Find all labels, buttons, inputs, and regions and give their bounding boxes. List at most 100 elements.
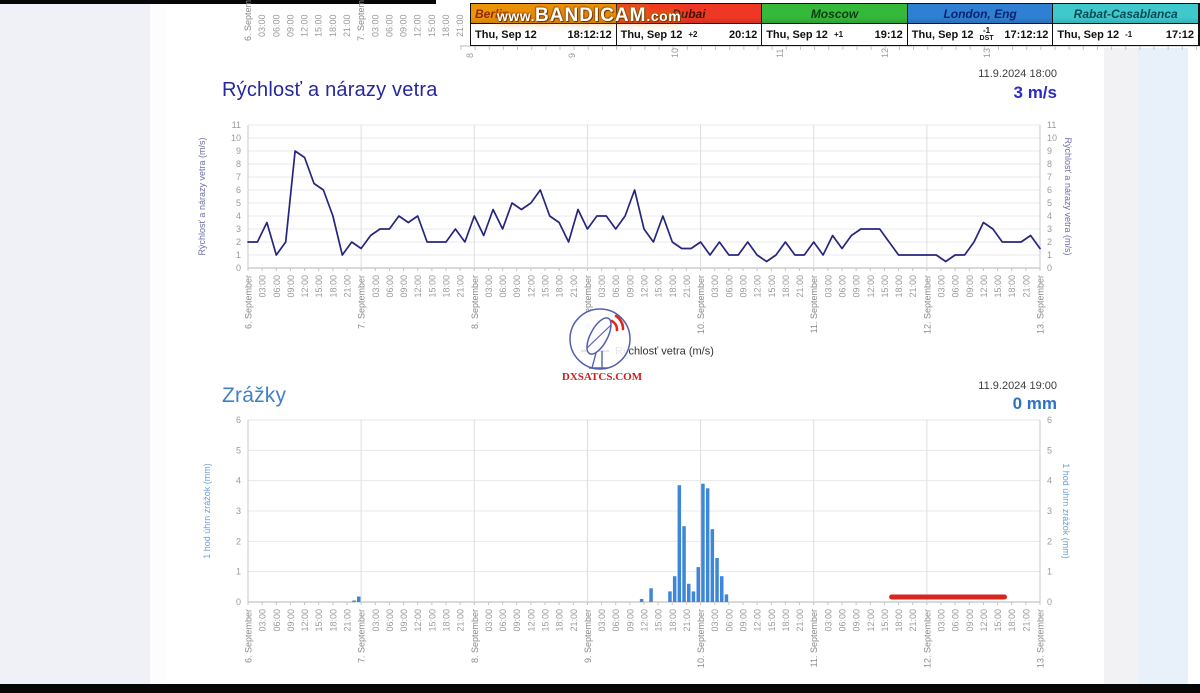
- svg-text:10: 10: [231, 133, 241, 143]
- svg-text:15:00: 15:00: [541, 275, 551, 298]
- svg-text:18:00: 18:00: [442, 275, 452, 298]
- svg-text:06:00: 06:00: [498, 275, 508, 298]
- svg-text:21:00: 21:00: [682, 275, 692, 298]
- svg-text:6. September: 6. September: [243, 0, 253, 41]
- top-black-bar: [0, 0, 436, 4]
- svg-text:06:00: 06:00: [951, 275, 961, 298]
- svg-text:12:00: 12:00: [526, 609, 536, 632]
- svg-text:21:00: 21:00: [456, 609, 466, 632]
- top-axis-strip: 6. September 03:00 06:00 09:00 12:00 15:00 18:…: [243, 0, 1200, 58]
- svg-text:15:00: 15:00: [314, 609, 324, 632]
- svg-text:0: 0: [1047, 597, 1052, 607]
- svg-text:09:00: 09:00: [285, 14, 295, 37]
- svg-text:18:00: 18:00: [894, 609, 904, 632]
- precip-chart: 0 0 1 1 2 2 3 3 4 4 5 5 6 6 6. September 03:00 06:00 09:0…: [202, 415, 1071, 668]
- city-name: Berlin: [471, 4, 616, 24]
- svg-text:03:00: 03:00: [937, 609, 947, 632]
- clock-offset: +2: [688, 29, 698, 39]
- svg-text:06:00: 06:00: [385, 275, 395, 298]
- svg-text:6: 6: [1047, 415, 1052, 425]
- svg-text:18:00: 18:00: [555, 609, 565, 632]
- svg-text:18:00: 18:00: [328, 14, 338, 37]
- svg-text:18:00: 18:00: [1007, 275, 1017, 298]
- svg-text:15:00: 15:00: [314, 275, 324, 298]
- svg-text:03:00: 03:00: [710, 275, 720, 298]
- svg-text:18:00: 18:00: [1007, 609, 1017, 632]
- svg-text:06:00: 06:00: [611, 275, 621, 298]
- clock-offset: -1: [982, 26, 991, 35]
- svg-text:2: 2: [236, 237, 241, 247]
- svg-text:18:00: 18:00: [781, 275, 791, 298]
- svg-text:15:00: 15:00: [314, 14, 324, 37]
- svg-text:11: 11: [1047, 120, 1056, 130]
- clock-date: Thu, Sep 12: [475, 28, 537, 41]
- svg-text:4: 4: [236, 476, 241, 486]
- svg-text:15:00: 15:00: [427, 609, 437, 632]
- precip-chart-timestamp: 11.9.2024 19:00: [978, 380, 1057, 392]
- dxsatcs-logo: DXSATCS.COM: [556, 306, 648, 384]
- logo-text: DXSATCS.COM: [562, 371, 643, 383]
- svg-text:8: 8: [1047, 159, 1052, 169]
- wind-chart-timestamp: 11.9.2024 18:00: [978, 68, 1057, 80]
- city-name: Dubai: [616, 4, 762, 24]
- svg-text:09:00: 09:00: [852, 275, 862, 298]
- svg-text:03:00: 03:00: [258, 275, 268, 298]
- svg-text:21:00: 21:00: [455, 14, 465, 37]
- svg-text:21:00: 21:00: [569, 275, 579, 298]
- svg-text:21:00: 21:00: [1021, 275, 1031, 298]
- svg-text:6: 6: [236, 185, 241, 195]
- svg-text:09:00: 09:00: [286, 609, 296, 632]
- svg-text:0: 0: [236, 263, 241, 273]
- svg-text:09:00: 09:00: [399, 14, 409, 37]
- svg-text:06:00: 06:00: [611, 609, 621, 632]
- svg-text:21:00: 21:00: [795, 275, 805, 298]
- svg-text:3: 3: [236, 224, 241, 234]
- svg-text:03:00: 03:00: [371, 609, 381, 632]
- svg-text:06:00: 06:00: [951, 609, 961, 632]
- svg-text:06:00: 06:00: [385, 609, 395, 632]
- svg-text:1: 1: [236, 567, 241, 577]
- svg-text:7: 7: [1047, 172, 1052, 182]
- svg-text:15:00: 15:00: [880, 275, 890, 298]
- svg-text:10. September: 10. September: [696, 275, 706, 334]
- svg-text:1: 1: [1047, 567, 1052, 577]
- svg-text:03:00: 03:00: [597, 275, 607, 298]
- svg-text:13: 13: [982, 48, 992, 58]
- svg-text:21:00: 21:00: [1021, 609, 1031, 632]
- svg-text:15:00: 15:00: [993, 275, 1003, 298]
- clock-cell-rabat: Rabat-Casablanca Thu, Sep 12 -1 17:12: [1053, 4, 1199, 45]
- clock-cell-london: London, Eng Thu, Sep 12 -1 DST 17:12:12: [907, 4, 1054, 45]
- svg-text:5: 5: [236, 198, 241, 208]
- svg-text:15:00: 15:00: [541, 609, 551, 632]
- svg-text:15:00: 15:00: [654, 609, 664, 632]
- clock-offset: -1: [1125, 29, 1133, 39]
- svg-text:12:00: 12:00: [979, 609, 989, 632]
- svg-text:2: 2: [1047, 237, 1052, 247]
- svg-text:12:00: 12:00: [979, 275, 989, 298]
- svg-text:12:00: 12:00: [753, 275, 763, 298]
- svg-text:12:00: 12:00: [526, 275, 536, 298]
- svg-text:21:00: 21:00: [795, 609, 805, 632]
- svg-text:12: 12: [880, 48, 890, 58]
- svg-text:8: 8: [465, 53, 475, 58]
- clock-time: 20:12: [729, 28, 758, 41]
- svg-text:12:00: 12:00: [753, 609, 763, 632]
- city-name: London, Eng: [907, 4, 1053, 24]
- svg-text:12:00: 12:00: [866, 609, 876, 632]
- svg-text:09:00: 09:00: [512, 609, 522, 632]
- svg-text:11: 11: [775, 49, 785, 58]
- svg-text:2: 2: [236, 536, 241, 546]
- svg-text:21:00: 21:00: [682, 609, 692, 632]
- svg-text:21:00: 21:00: [342, 14, 352, 37]
- svg-text:12:00: 12:00: [300, 275, 310, 298]
- svg-text:3: 3: [1047, 506, 1052, 516]
- clock-time: 19:12: [874, 28, 903, 41]
- svg-text:12:00: 12:00: [640, 275, 650, 298]
- svg-text:Rýchlosť vetra (m/s): Rýchlosť vetra (m/s): [615, 346, 714, 358]
- svg-text:4: 4: [1047, 476, 1052, 486]
- svg-text:03:00: 03:00: [257, 14, 267, 37]
- wind-chart-current-value: 3 m/s: [1013, 83, 1057, 102]
- svg-text:18:00: 18:00: [894, 275, 904, 298]
- svg-text:12:00: 12:00: [866, 275, 876, 298]
